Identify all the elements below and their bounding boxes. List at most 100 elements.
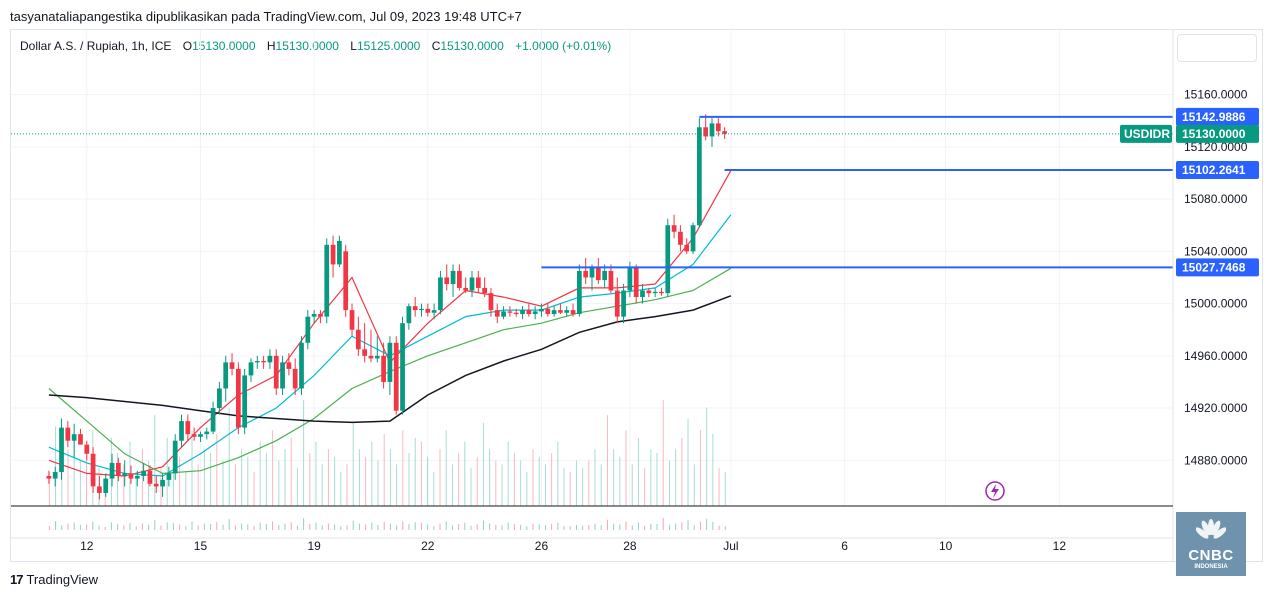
candle-body	[166, 473, 172, 480]
volume-bar	[117, 453, 119, 506]
volume-bar	[222, 460, 224, 506]
candle-body	[494, 310, 500, 317]
x-tick-label: 10	[939, 539, 953, 553]
volume-strip-bar	[303, 518, 305, 530]
volume-strip-bar	[656, 524, 658, 530]
y-tick-label: 15160.0000	[1184, 88, 1248, 102]
candle-body	[141, 470, 146, 476]
legend-close-value: 15130.0000	[440, 39, 504, 53]
candle-body	[59, 427, 64, 473]
chart-frame	[10, 29, 1263, 562]
volume-bar	[86, 456, 88, 506]
tradingview-footer[interactable]: 17 TradingView	[10, 572, 98, 587]
volume-bar	[216, 434, 218, 506]
volume-bar	[569, 471, 571, 506]
candle-body	[191, 434, 197, 437]
volume-strip-bar	[575, 524, 577, 530]
event-lightning-icon[interactable]	[985, 481, 1005, 501]
volume-strip-bar	[668, 524, 670, 530]
volume-strip-bar	[259, 522, 261, 530]
volume-bar	[160, 468, 162, 506]
candle-body	[115, 462, 121, 476]
volume-bar	[303, 400, 305, 506]
volume-strip-bar	[538, 524, 540, 530]
candle-body	[330, 244, 336, 265]
volume-strip-bar	[73, 522, 75, 530]
volume-bar	[203, 449, 205, 506]
volume-bar	[352, 422, 354, 506]
volume-strip-bar	[272, 521, 274, 530]
x-tick-label: 6	[841, 539, 848, 553]
volume-strip-bar	[154, 519, 156, 530]
volume-bar	[451, 464, 453, 506]
candle-body	[564, 310, 570, 313]
volume-strip-bar	[606, 519, 608, 530]
y-tick-label: 14920.0000	[1184, 401, 1248, 415]
volume-strip-bar	[203, 523, 205, 530]
volume-bar	[458, 453, 460, 506]
volume-bar	[538, 456, 540, 506]
legend-high-label: H	[266, 39, 276, 53]
candle-body	[722, 131, 727, 134]
volume-bar	[613, 449, 615, 506]
x-tick-label: 28	[623, 539, 637, 553]
volume-strip-bar	[216, 521, 218, 530]
volume-bar	[340, 471, 342, 506]
candle-body	[210, 408, 216, 432]
volume-strip-bar	[160, 525, 162, 530]
volume-strip-bar	[117, 524, 119, 530]
x-tick-label: 26	[535, 539, 549, 553]
volume-bar	[135, 475, 137, 506]
volume-bar	[191, 430, 193, 506]
volume-strip-bar	[451, 525, 453, 530]
volume-bar	[389, 449, 391, 506]
volume-bar	[445, 430, 447, 506]
volume-strip-bar	[265, 524, 267, 530]
candle-body	[507, 311, 513, 313]
y-tick-label: 15080.0000	[1184, 192, 1248, 206]
candle-body	[78, 434, 83, 445]
volume-bar	[55, 426, 57, 506]
candle-body	[431, 310, 437, 313]
volume-bar	[606, 415, 608, 506]
x-tick-label: 19	[307, 539, 321, 553]
candle-body	[545, 308, 551, 315]
volume-bar	[489, 449, 491, 506]
volume-strip-bar	[693, 525, 695, 530]
volume-bar	[551, 453, 553, 506]
volume-strip-bar	[358, 523, 360, 530]
candle-body	[267, 355, 273, 363]
volume-strip-bar	[687, 520, 689, 530]
candle-body	[153, 483, 159, 487]
x-tick-label: 12	[1053, 539, 1067, 553]
volume-strip-bar	[414, 522, 416, 530]
volume-strip-bar	[427, 524, 429, 530]
publication-header: tasyanataliapangestika dipublikasikan pa…	[10, 9, 522, 24]
volume-bar	[631, 464, 633, 506]
volume-bar	[228, 407, 230, 506]
volume-bar	[662, 400, 664, 506]
volume-bar	[433, 471, 435, 506]
event-icon-bolt	[991, 484, 999, 498]
candle-body	[318, 314, 323, 317]
volume-strip-bar	[222, 524, 224, 530]
volume-bar	[253, 471, 255, 506]
y-tick-label: 15120.0000	[1184, 140, 1248, 154]
legend-symbol[interactable]: Dollar A.S. / Rupiah, 1h, ICE	[20, 39, 172, 53]
volume-strip-bar	[662, 518, 664, 530]
volume-strip-bar	[48, 526, 50, 530]
volume-strip-bar	[402, 521, 404, 530]
candle-body	[292, 368, 298, 389]
volume-strip-bar	[148, 524, 150, 530]
candle-body	[71, 434, 77, 441]
candle-body	[406, 306, 412, 324]
symbol-search-box[interactable]	[1177, 34, 1257, 62]
volume-bar	[464, 441, 466, 506]
volume-bar	[377, 460, 379, 506]
volume-strip-bar	[557, 522, 559, 530]
volume-strip-bar	[445, 521, 447, 530]
candle-body	[46, 475, 52, 479]
volume-bar	[67, 449, 69, 506]
candle-body	[709, 123, 715, 137]
